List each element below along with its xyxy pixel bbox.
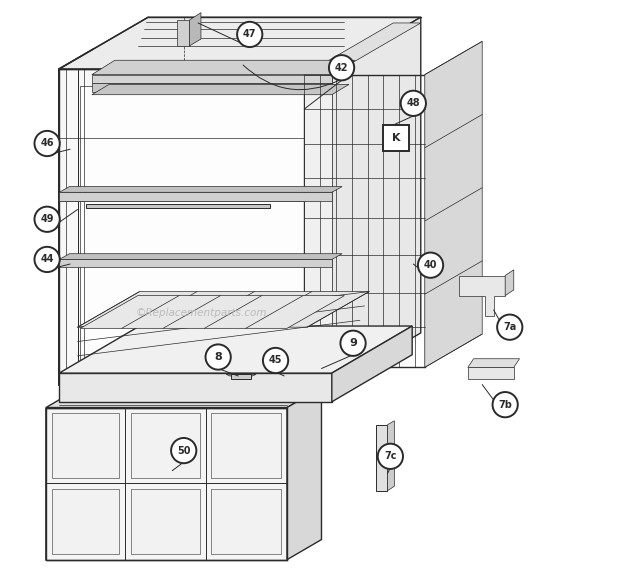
Circle shape bbox=[35, 131, 60, 156]
Polygon shape bbox=[46, 408, 287, 560]
Text: 49: 49 bbox=[40, 214, 54, 224]
Polygon shape bbox=[59, 259, 332, 267]
Polygon shape bbox=[425, 41, 482, 367]
Circle shape bbox=[418, 253, 443, 278]
Polygon shape bbox=[177, 20, 190, 46]
Text: 42: 42 bbox=[335, 63, 348, 73]
Polygon shape bbox=[332, 326, 412, 402]
Polygon shape bbox=[92, 83, 332, 92]
Circle shape bbox=[237, 22, 262, 47]
Circle shape bbox=[206, 344, 231, 370]
Polygon shape bbox=[59, 69, 332, 385]
Polygon shape bbox=[59, 192, 332, 201]
Circle shape bbox=[35, 247, 60, 272]
Polygon shape bbox=[59, 187, 342, 192]
Text: 46: 46 bbox=[40, 138, 54, 149]
Polygon shape bbox=[51, 489, 120, 554]
Polygon shape bbox=[51, 413, 120, 478]
Polygon shape bbox=[81, 86, 304, 370]
Circle shape bbox=[329, 55, 354, 80]
Circle shape bbox=[492, 392, 518, 417]
Text: 9: 9 bbox=[349, 338, 357, 348]
FancyBboxPatch shape bbox=[383, 125, 409, 151]
Polygon shape bbox=[59, 17, 421, 69]
Text: 47: 47 bbox=[243, 29, 257, 40]
Polygon shape bbox=[231, 374, 252, 379]
Polygon shape bbox=[211, 489, 281, 554]
Text: 7b: 7b bbox=[498, 400, 512, 410]
Polygon shape bbox=[304, 23, 421, 75]
Polygon shape bbox=[59, 326, 412, 373]
Circle shape bbox=[378, 444, 403, 469]
Text: K: K bbox=[392, 133, 401, 143]
Polygon shape bbox=[92, 84, 349, 95]
Polygon shape bbox=[332, 17, 421, 385]
Polygon shape bbox=[211, 413, 281, 478]
Circle shape bbox=[171, 438, 197, 463]
Text: 40: 40 bbox=[424, 260, 437, 270]
Polygon shape bbox=[190, 13, 201, 46]
Polygon shape bbox=[59, 373, 332, 402]
Polygon shape bbox=[459, 276, 505, 316]
Polygon shape bbox=[304, 69, 332, 385]
Text: 7c: 7c bbox=[384, 451, 397, 461]
Polygon shape bbox=[81, 296, 345, 328]
Text: 48: 48 bbox=[407, 98, 420, 108]
Text: 44: 44 bbox=[40, 254, 54, 265]
Text: 8: 8 bbox=[215, 352, 222, 362]
Polygon shape bbox=[468, 367, 514, 379]
Text: 50: 50 bbox=[177, 445, 190, 456]
Circle shape bbox=[263, 348, 288, 373]
Polygon shape bbox=[287, 387, 322, 560]
Polygon shape bbox=[505, 270, 514, 296]
Polygon shape bbox=[468, 359, 520, 367]
Circle shape bbox=[35, 207, 60, 232]
Polygon shape bbox=[131, 413, 200, 478]
Text: 7a: 7a bbox=[503, 322, 516, 332]
Text: ©Replacementparts.com: ©Replacementparts.com bbox=[135, 308, 267, 318]
Polygon shape bbox=[226, 374, 256, 376]
Text: 45: 45 bbox=[269, 355, 282, 366]
Polygon shape bbox=[46, 387, 322, 408]
Circle shape bbox=[340, 331, 366, 356]
Polygon shape bbox=[376, 425, 388, 491]
Polygon shape bbox=[92, 75, 332, 83]
Circle shape bbox=[497, 315, 523, 340]
Circle shape bbox=[401, 91, 426, 116]
Polygon shape bbox=[78, 292, 369, 327]
Polygon shape bbox=[388, 421, 394, 491]
Polygon shape bbox=[131, 489, 200, 554]
Polygon shape bbox=[86, 204, 270, 208]
Polygon shape bbox=[59, 254, 342, 259]
Polygon shape bbox=[92, 60, 355, 75]
